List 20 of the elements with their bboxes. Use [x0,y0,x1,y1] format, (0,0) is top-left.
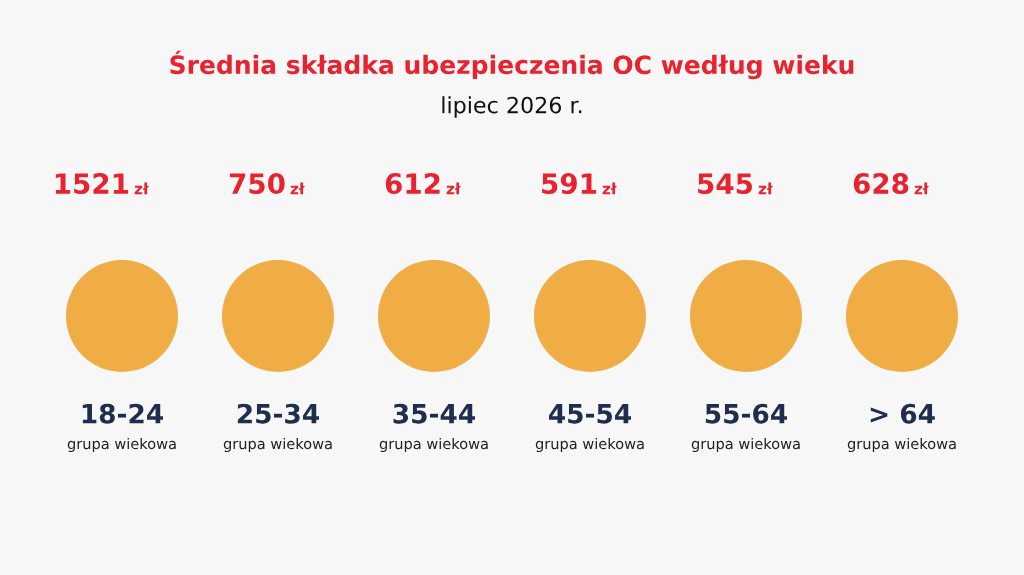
text: grupa wiekowa [67,437,176,453]
category-label: 25-34 [237,403,319,424]
text: Średnia składka ubezpieczenia OC według wieku [170,50,854,80]
category-label: 55-64 [705,403,787,424]
category-label: 35-44 [393,403,475,424]
data-label: 1521 zł [55,173,149,195]
text: grupa wiekowa [847,437,956,453]
category-label: 18-24 [82,403,163,424]
category-label: > 64 [870,403,935,424]
data-label: 591 zł [542,173,617,195]
category-label: 45-54 [548,404,631,424]
text: lipiec 2026 r. [442,96,582,118]
text: grupa wiekowa [691,437,800,453]
text: grupa wiekowa [223,437,332,453]
text: grupa wiekowa [379,437,488,453]
data-label: 545 zł [698,173,773,195]
data-label: 612 zł [385,173,461,195]
data-label: 628 zł [853,173,929,195]
text: grupa wiekowa [535,437,644,453]
data-label: 750 zł [229,173,305,195]
